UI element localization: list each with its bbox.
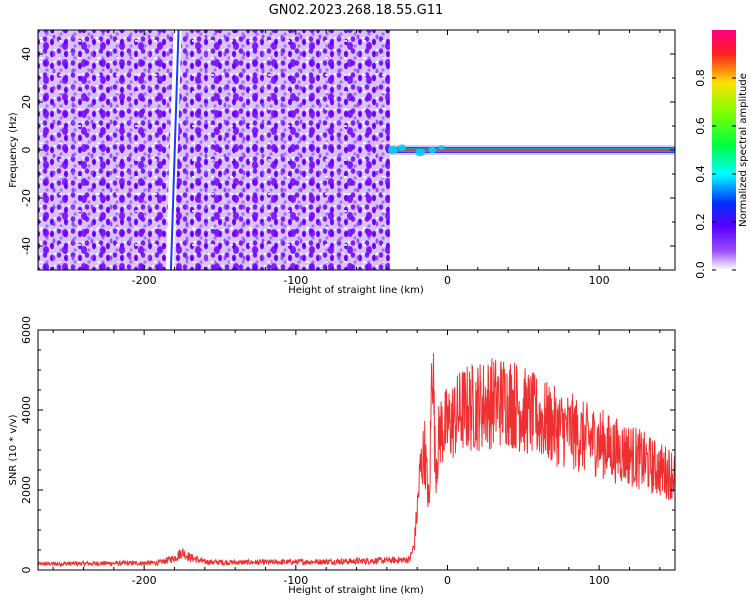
x-tick-label: -100 [283, 274, 308, 287]
signal-blob [428, 146, 437, 154]
y-tick-label: 2000 [20, 476, 33, 504]
colorbar-tick-label: 0.8 [694, 69, 707, 87]
y-tick-label: 0 [20, 567, 33, 574]
x-tick-label: -200 [132, 574, 157, 587]
y-tick-label: 40 [20, 47, 33, 61]
y-tick-label: -40 [20, 237, 33, 255]
x-tick-label: 0 [444, 574, 451, 587]
signal-blob [415, 148, 426, 157]
colorbar-tick-label: 0.2 [694, 213, 707, 231]
colorbar-tick-label: 0.4 [694, 165, 707, 183]
x-tick-label: 100 [589, 574, 610, 587]
colorbar-gradient [712, 30, 736, 270]
x-tick-label: -200 [132, 274, 157, 287]
colorbar: 0.0 0.2 0.4 0.6 0.8 Normalized spectral ampl… [694, 30, 749, 279]
signal-blob [438, 145, 445, 151]
x-tick-label: 0 [444, 274, 451, 287]
snr-xlabel: Height of straight line (km) [288, 585, 424, 596]
y-tick-label: 6000 [20, 316, 33, 344]
snr-ylabel: SNR (10 * v/v) [8, 414, 19, 485]
satellite-trace [169, 29, 180, 271]
signal-blob [387, 146, 398, 154]
y-tick-label: -20 [20, 189, 33, 207]
x-tick-label: -100 [283, 574, 308, 587]
colorbar-tick-label: 0.6 [694, 117, 707, 135]
signal-blob [398, 144, 406, 151]
x-tick-label: 100 [589, 274, 610, 287]
snr-series-line [37, 353, 676, 568]
y-tick-label: 4000 [20, 396, 33, 424]
spectrogram-xlabel: Height of straight line (km) [288, 285, 424, 296]
y-tick-label: 20 [20, 95, 33, 109]
y-tick-label: 0 [20, 147, 33, 154]
colorbar-tick-label: 0.0 [694, 261, 707, 279]
spectrogram-ylabel: Frequency (Hz) [8, 112, 19, 188]
figure-title: GN02.2023.268.18.55.G11 [269, 3, 444, 18]
noise-region-overlay [38, 30, 390, 270]
colorbar-label: Normalized spectral amplitude [738, 73, 749, 227]
